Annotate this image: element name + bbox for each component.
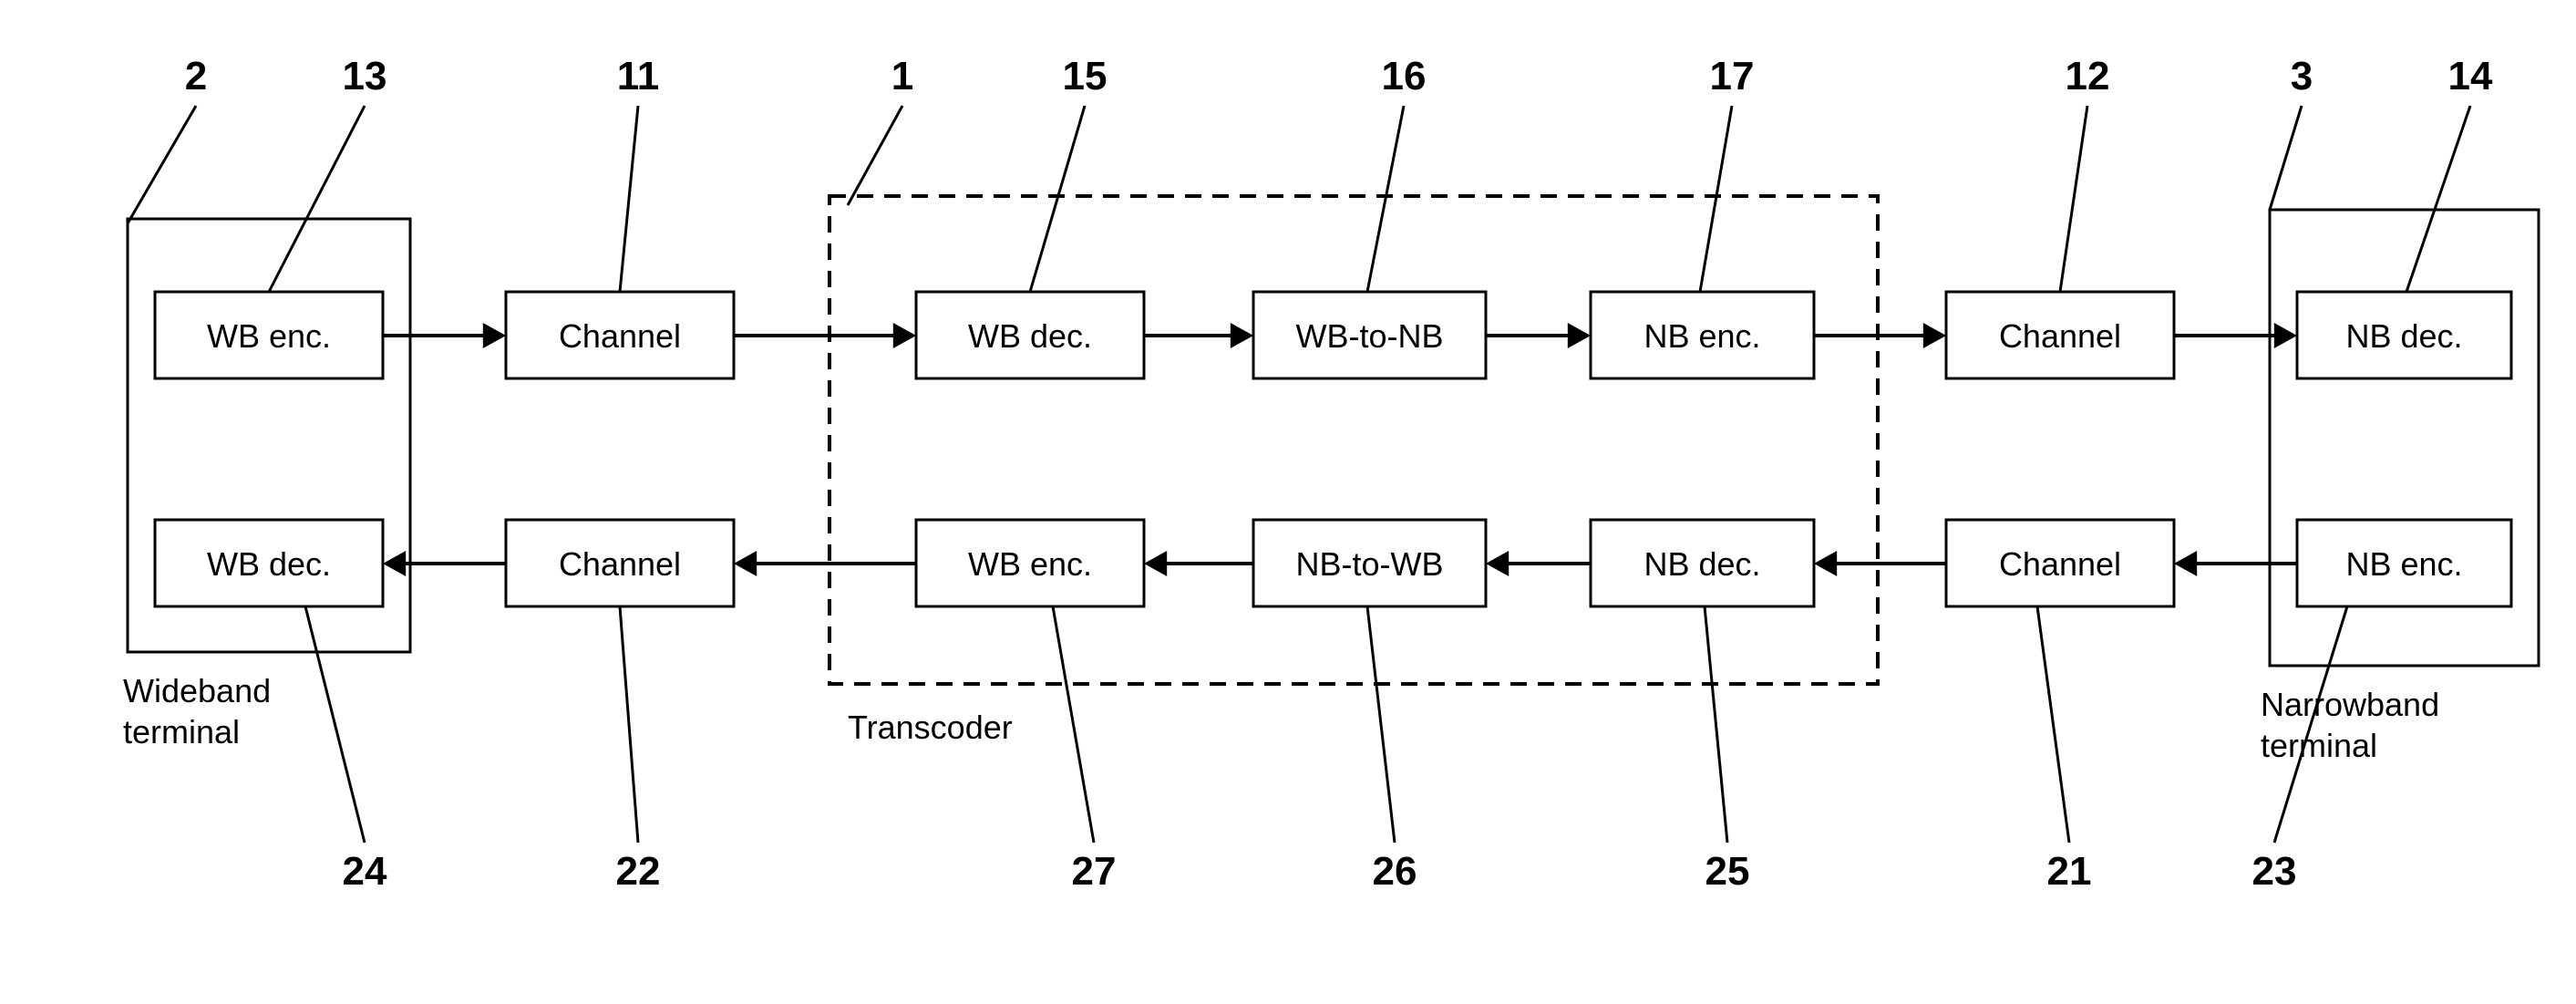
number-25: 25 — [1705, 849, 1750, 894]
number-26: 26 — [1373, 849, 1417, 894]
narrowband-label1: Narrowband — [2261, 686, 2439, 723]
channel_21-label: Channel — [1999, 545, 2121, 583]
wideband-label1: Wideband — [123, 672, 271, 709]
diagram-canvas: WB enc. WB dec. Channel Channel WB dec. WB en… — [0, 0, 2576, 1004]
leader-line — [2406, 106, 2470, 292]
leader-line — [1367, 606, 1395, 843]
number-21: 21 — [2047, 849, 2092, 894]
nb_enc_trans-label: NB enc. — [1643, 317, 1760, 355]
channel_12-label: Channel — [1999, 317, 2121, 355]
leader-line — [1053, 606, 1094, 843]
leader-line — [1700, 106, 1732, 292]
wb_enc_trans-label: WB enc. — [968, 545, 1092, 583]
leader-line — [848, 106, 902, 205]
nb_enc_term-label: NB enc. — [2345, 545, 2462, 583]
wb_dec_trans-label: WB dec. — [968, 317, 1092, 355]
transcoder-box — [829, 196, 1878, 684]
narrowband-label2: terminal — [2261, 727, 2377, 764]
number-17: 17 — [1710, 54, 1755, 98]
number-3: 3 — [2291, 54, 2313, 98]
nb_to_wb-label: NB-to-WB — [1296, 545, 1444, 583]
leader-line — [2270, 106, 2302, 210]
number-15: 15 — [1063, 54, 1108, 98]
number-12: 12 — [2066, 54, 2110, 98]
leader-line — [128, 106, 196, 223]
number-2: 2 — [185, 54, 207, 98]
wb_dec_term-label: WB dec. — [207, 545, 331, 583]
leader-line — [2274, 606, 2347, 843]
leader-line — [1705, 606, 1727, 843]
wb_to_nb-label: WB-to-NB — [1296, 317, 1444, 355]
number-16: 16 — [1382, 54, 1427, 98]
nb_dec_term-label: NB dec. — [2345, 317, 2462, 355]
number-11: 11 — [617, 54, 660, 98]
leader-line — [620, 606, 638, 843]
number-13: 13 — [343, 54, 387, 98]
leader-line — [269, 106, 365, 292]
channel_11-label: Channel — [559, 317, 681, 355]
nb_dec_trans-label: NB dec. — [1643, 545, 1760, 583]
leader-line — [1030, 106, 1085, 292]
transcoder-label: Transcoder — [848, 709, 1013, 746]
number-24: 24 — [343, 849, 387, 894]
leader-line — [2060, 106, 2087, 292]
number-23: 23 — [2252, 849, 2297, 894]
leader-line — [305, 606, 365, 843]
number-27: 27 — [1072, 849, 1117, 894]
wb_enc-label: WB enc. — [207, 317, 331, 355]
number-1: 1 — [891, 54, 913, 98]
leader-line — [2037, 606, 2069, 843]
leader-line — [620, 106, 638, 292]
number-22: 22 — [616, 849, 661, 894]
number-14: 14 — [2448, 54, 2493, 98]
wideband-label2: terminal — [123, 713, 240, 750]
leader-line — [1367, 106, 1404, 292]
channel_22-label: Channel — [559, 545, 681, 583]
